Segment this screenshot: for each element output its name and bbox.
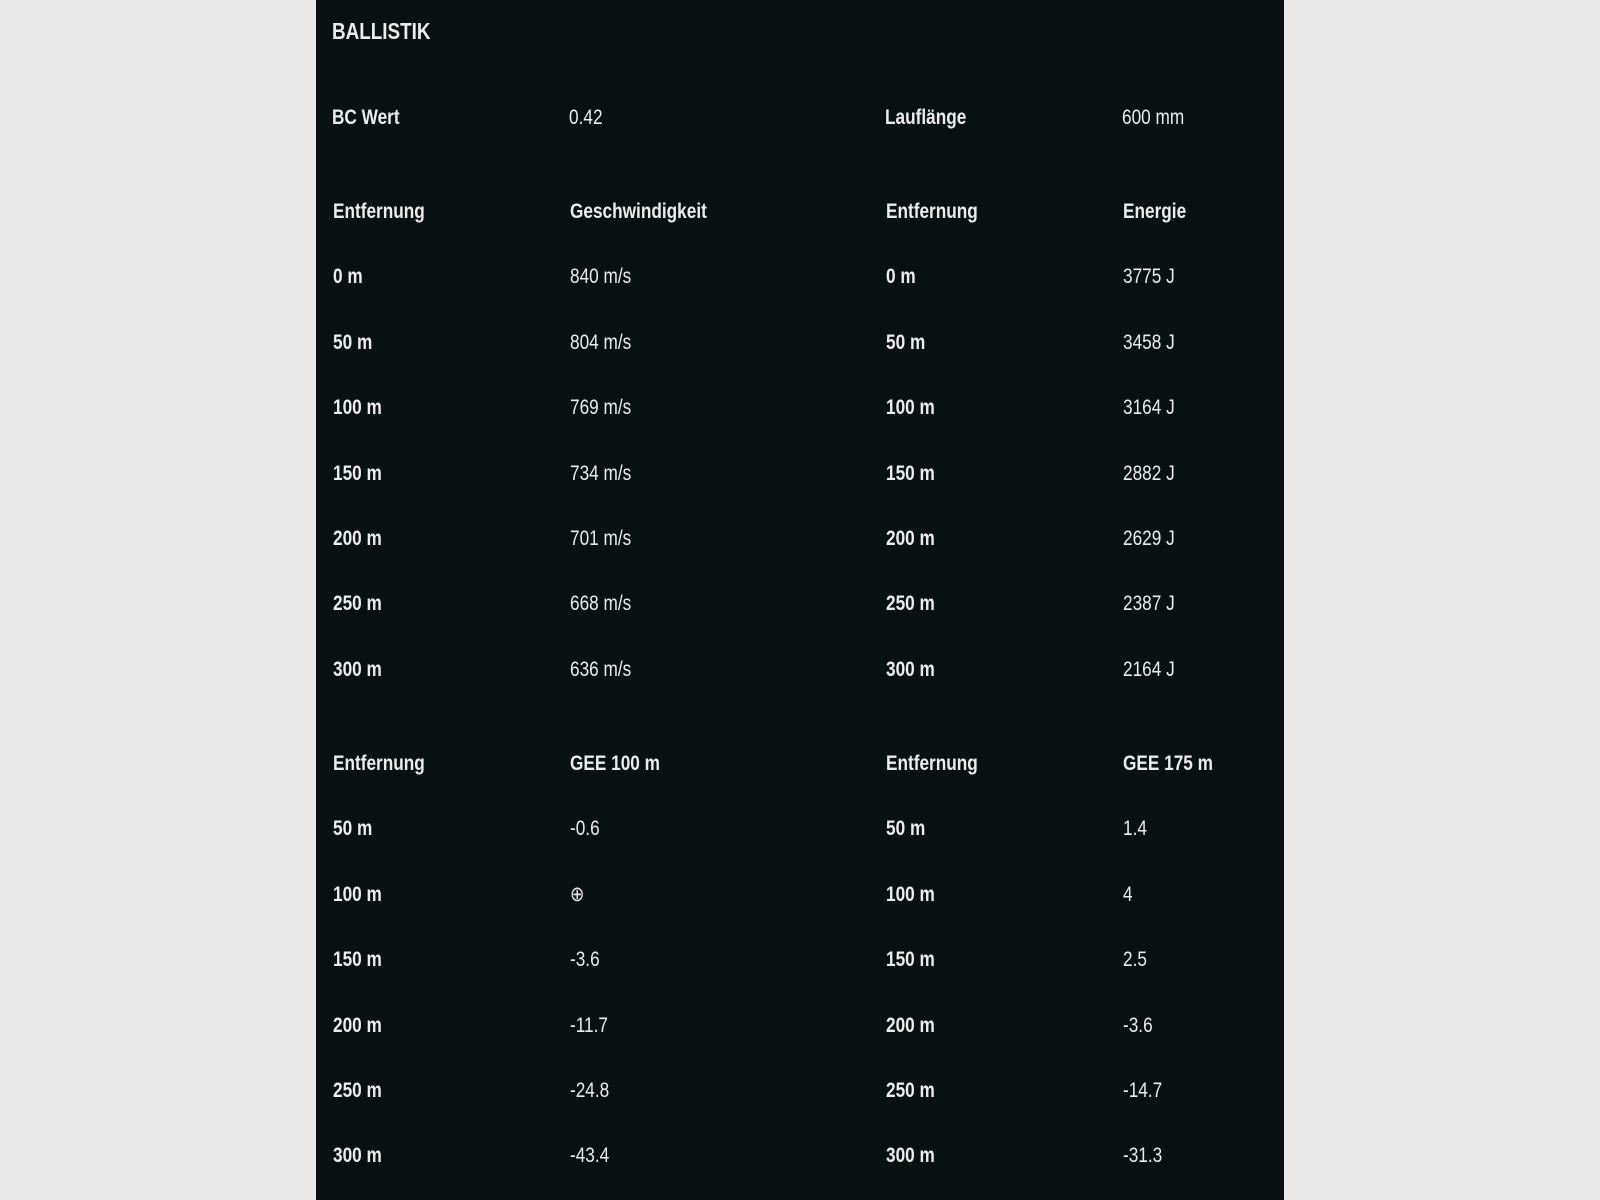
distance-cell: 50 m: [333, 817, 373, 841]
distance-cell: 300 m: [886, 657, 935, 681]
distance-cell: 300 m: [886, 1144, 935, 1168]
distance-cell: 200 m: [886, 527, 935, 550]
value-cell: -0.6: [570, 817, 600, 841]
ballistics-panel: BALLISTIK BC Wert 0.42 Lauflänge 600 mm …: [316, 0, 1284, 1200]
value-cell: 1.4: [1123, 817, 1147, 841]
value-cell: 804 m/s: [570, 330, 632, 354]
value-cell: 2.5: [1123, 948, 1147, 972]
distance-cell: 200 m: [886, 1013, 935, 1037]
value-cell: 3775 J: [1123, 265, 1175, 289]
distance-cell: 50 m: [333, 330, 373, 354]
value-cell: 668 m/s: [570, 592, 632, 616]
distance-cell: 250 m: [333, 592, 382, 616]
value-cell: 2629 J: [1123, 527, 1175, 550]
value-cell: -43.4: [570, 1144, 610, 1168]
value-cell: 701 m/s: [570, 527, 632, 550]
distance-cell: 100 m: [886, 882, 935, 906]
distance-cell: 0 m: [886, 265, 916, 289]
distance-cell: 100 m: [333, 882, 382, 906]
column-header: Energie: [1123, 200, 1187, 223]
distance-cell: 150 m: [333, 948, 382, 972]
column-header: Entfernung: [333, 200, 425, 223]
distance-cell: 250 m: [886, 592, 935, 616]
section-title: BALLISTIK: [332, 18, 431, 44]
distance-cell: 150 m: [886, 461, 935, 485]
value-cell: -11.7: [570, 1013, 608, 1037]
value-cell: -3.6: [1123, 1013, 1153, 1037]
column-header: Entfernung: [886, 200, 978, 223]
distance-cell: 50 m: [886, 330, 926, 354]
value-cell: 636 m/s: [570, 657, 632, 681]
value-cell: 2164 J: [1123, 657, 1175, 681]
distance-cell: 250 m: [886, 1079, 935, 1102]
value-cell: -3.6: [570, 948, 600, 972]
column-header: Entfernung: [333, 752, 425, 775]
value-cell: 734 m/s: [570, 461, 632, 485]
bc-label: BC Wert: [332, 106, 400, 129]
distance-cell: 50 m: [886, 817, 926, 841]
value-cell: 840 m/s: [570, 265, 632, 289]
value-cell: 2387 J: [1123, 592, 1175, 616]
distance-cell: 100 m: [333, 396, 382, 420]
distance-cell: 150 m: [333, 461, 382, 485]
column-header: Entfernung: [886, 752, 978, 775]
value-cell: 4: [1123, 882, 1133, 906]
distance-cell: 150 m: [886, 948, 935, 972]
distance-cell: 300 m: [333, 657, 382, 681]
value-cell: 2882 J: [1123, 461, 1175, 485]
value-cell: ⊕: [570, 882, 585, 906]
distance-cell: 200 m: [333, 527, 382, 550]
value-cell: -14.7: [1123, 1079, 1163, 1102]
value-cell: -31.3: [1123, 1144, 1163, 1168]
column-header: Geschwindigkeit: [570, 200, 707, 223]
distance-cell: 300 m: [333, 1144, 382, 1168]
column-header: GEE 100 m: [570, 752, 660, 775]
barrel-length-label: Lauflänge: [885, 106, 967, 129]
value-cell: 769 m/s: [570, 396, 632, 420]
distance-cell: 100 m: [886, 396, 935, 420]
distance-cell: 250 m: [333, 1079, 382, 1102]
distance-cell: 0 m: [333, 265, 363, 289]
column-header: GEE 175 m: [1123, 752, 1213, 775]
barrel-length-value: 600 mm: [1122, 106, 1185, 129]
distance-cell: 200 m: [333, 1013, 382, 1037]
value-cell: -24.8: [570, 1079, 610, 1102]
value-cell: 3164 J: [1123, 396, 1175, 420]
value-cell: 3458 J: [1123, 330, 1175, 354]
bc-value: 0.42: [569, 106, 603, 129]
